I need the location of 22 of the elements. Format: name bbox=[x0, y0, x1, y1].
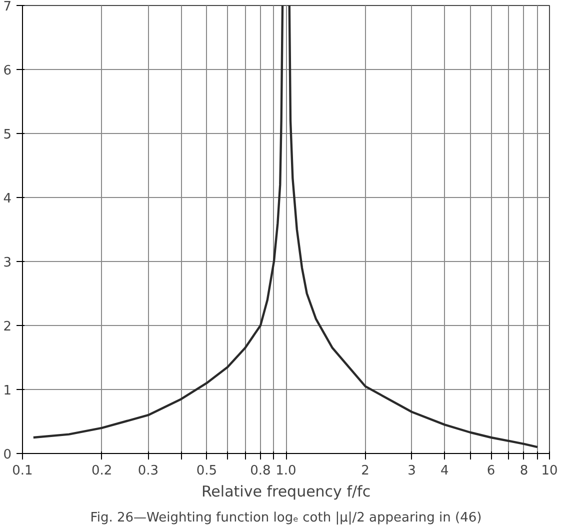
y-tick-label: 4 bbox=[3, 192, 12, 206]
x-tick-label: 0.3 bbox=[138, 464, 159, 478]
x-tick-label: 0.8 bbox=[250, 464, 271, 478]
x-tick-label: 1.0 bbox=[276, 464, 296, 478]
y-tick-label: 0 bbox=[3, 448, 12, 462]
x-tick-label: 8 bbox=[520, 464, 528, 478]
caption: Fig. 26—Weighting function logₑ coth |μ|/2 appearing in (46) bbox=[90, 510, 482, 526]
y-tick-label: 5 bbox=[3, 128, 12, 142]
x-tick-label: 0.2 bbox=[91, 464, 112, 478]
y-tick-label: 6 bbox=[3, 64, 12, 78]
x-tick-label: 2 bbox=[361, 464, 370, 478]
x-tick-label: 4 bbox=[440, 464, 449, 478]
x-axis-title: Relative frequency f/fc bbox=[201, 482, 371, 500]
x-tick-label: 6 bbox=[486, 464, 496, 478]
y-tick-label: 1 bbox=[3, 384, 12, 398]
x-tick-label: 10 bbox=[541, 464, 558, 478]
y-tick-label: 7 bbox=[3, 0, 12, 14]
x-tick-label: 3 bbox=[408, 464, 416, 478]
x-tick-label: 0.5 bbox=[196, 464, 218, 478]
y-tick-label: 2 bbox=[3, 320, 12, 334]
x-tick-label: 0.1 bbox=[12, 464, 33, 478]
y-tick-label: 3 bbox=[3, 256, 12, 270]
